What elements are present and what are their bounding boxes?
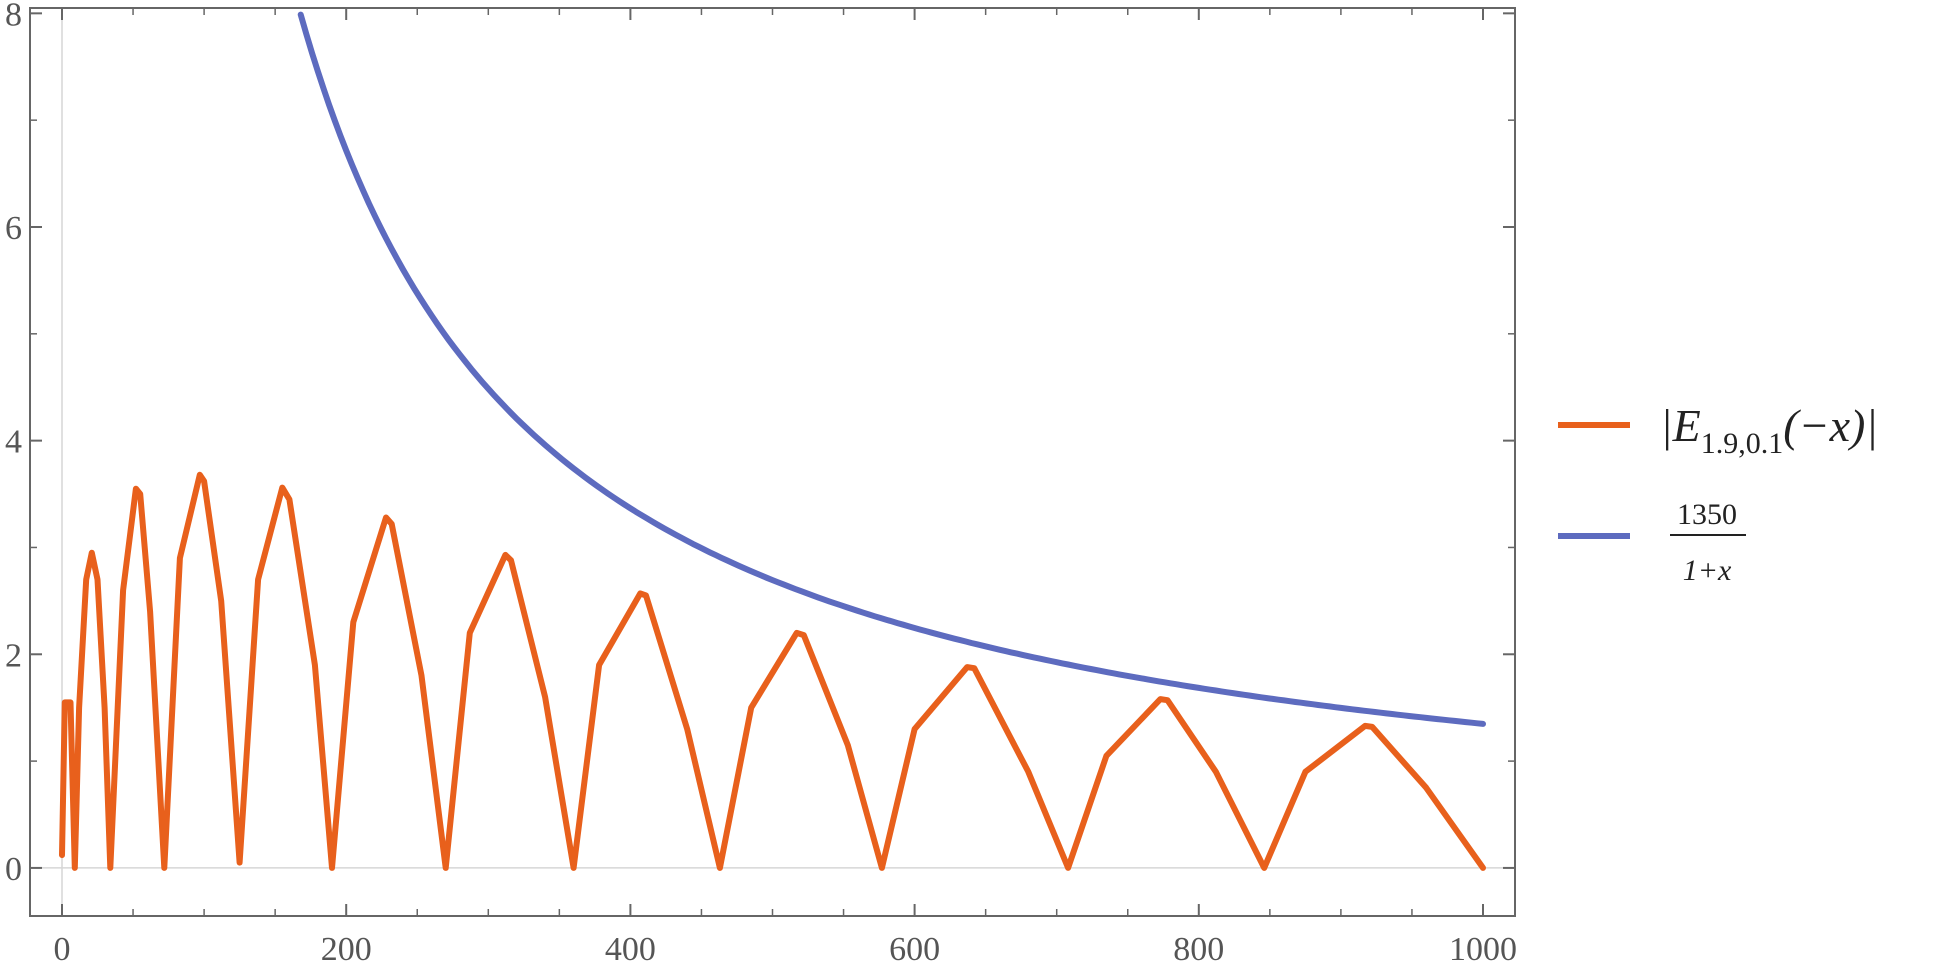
y-tick-label: 6 (5, 210, 22, 247)
series-line-1350-over-1-plus-x (297, 11, 1486, 727)
legend-label-blue-numerator: 1350 (1677, 498, 1737, 531)
y-tick-label: 8 (5, 0, 22, 33)
y-tick-label: 2 (5, 637, 22, 674)
x-tick-label: 1000 (1449, 931, 1517, 968)
x-tick-label: 600 (889, 931, 940, 968)
x-tick-label: 400 (605, 931, 656, 968)
series-line-abs-E (59, 471, 1486, 871)
legend-label-blue-denominator: 1+x (1683, 554, 1732, 587)
y-tick-label: 4 (5, 424, 22, 461)
x-tick-label: 800 (1173, 931, 1224, 968)
plot-frame (29, 7, 1516, 917)
y-tick-label: 0 (5, 851, 22, 888)
x-tick-label: 200 (321, 931, 372, 968)
series-lines (59, 11, 1486, 871)
plot-border (29, 7, 1516, 917)
axes: 0 200 400 600 800 1000 0 2 4 6 8 (5, 0, 1517, 968)
legend-label-orange: |E1.9,0.1(−x)| (1660, 400, 1878, 460)
legend: |E1.9,0.1(−x)| 1350 1+x (1558, 400, 1878, 587)
x-tick-label: 0 (54, 931, 71, 968)
